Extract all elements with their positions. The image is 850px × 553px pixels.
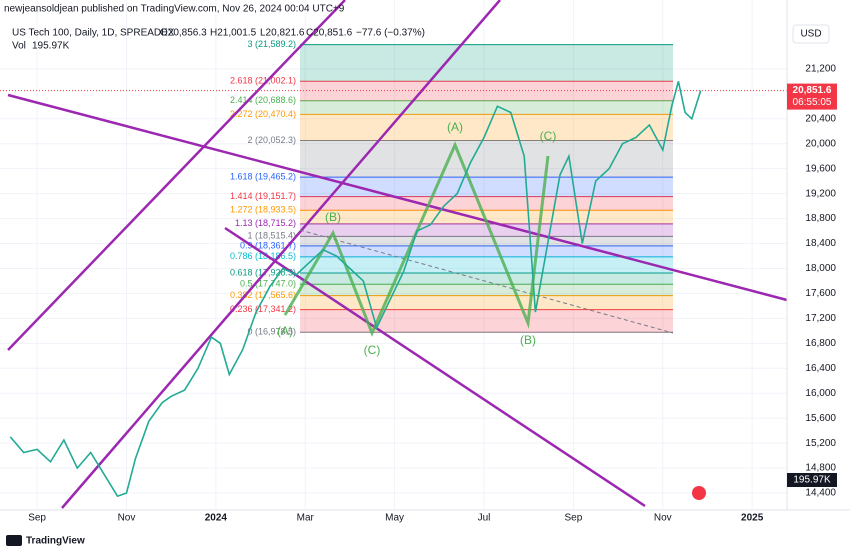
volume-value: 195.97K: [32, 41, 70, 52]
y-tick-label: 16,400: [805, 363, 836, 374]
fib-label: 1.414 (19,151.7): [230, 191, 296, 201]
ohlc: O20,856.3: [160, 28, 207, 39]
brand: TradingView: [26, 536, 85, 547]
y-tick-label: 20,400: [805, 113, 836, 124]
currency[interactable]: USD: [800, 29, 821, 40]
fib-label: 0.9 (18,361.7): [240, 240, 296, 250]
countdown: 06:55:05: [793, 97, 832, 108]
volume-tag: [787, 473, 837, 487]
grid: [0, 0, 787, 510]
publisher: newjeansoldjean published on TradingView…: [4, 4, 345, 15]
x-tick-label: Nov: [118, 513, 136, 524]
x-tick-label: 2024: [205, 513, 228, 524]
y-tick-label: 14,800: [805, 463, 836, 474]
fib-label: 1.13 (18,715.2): [235, 218, 296, 228]
y-tick-label: 18,000: [805, 263, 836, 274]
trend-line: [61, 0, 501, 509]
last-price-label: 20,851.6: [793, 85, 832, 96]
y-tick-label: 21,200: [805, 64, 836, 75]
fib-band: [300, 256, 673, 273]
fib-label: 0.786 (18,186.5): [230, 251, 296, 261]
fib-band: [300, 177, 673, 197]
fib-band: [300, 245, 673, 257]
fib-band: [300, 44, 673, 82]
y-tick-label: 16,000: [805, 388, 836, 399]
y-tick-label: 15,200: [805, 438, 836, 449]
change: −77.6 (−0.37%): [356, 28, 425, 39]
price-axis: [787, 0, 850, 510]
fib-label: 1 (18,515.4): [247, 231, 296, 241]
trend-line: [7, 0, 346, 351]
x-tick-label: May: [385, 513, 404, 524]
y-tick-label: 17,600: [805, 288, 836, 299]
y-tick-label: 14,400: [805, 488, 836, 499]
fib-label: 2 (20,052.3): [247, 135, 296, 145]
ohlc: L20,821.6: [260, 28, 305, 39]
wave-label: (C): [364, 343, 381, 357]
x-tick-label: Nov: [654, 513, 672, 524]
y-tick-label: 20,000: [805, 138, 836, 149]
fib-label: 0 (16,978.5): [247, 327, 296, 337]
fib-band: [300, 284, 673, 296]
y-tick-label: 16,800: [805, 338, 836, 349]
fib-label: 0.5 (17,747.0): [240, 279, 296, 289]
wave-label: (A): [447, 120, 463, 134]
x-tick-label: Mar: [297, 513, 315, 524]
trend-line: [7, 93, 788, 302]
fib-band: [300, 236, 673, 246]
fib-band: [300, 309, 673, 333]
fib-band: [300, 196, 673, 211]
fib-label: 0.236 (17,341.2): [230, 304, 296, 314]
fib-band: [300, 100, 673, 115]
logo: [6, 535, 22, 546]
wave-label: (B): [520, 333, 536, 347]
wave-label: (B): [325, 210, 341, 224]
y-tick-label: 19,600: [805, 163, 836, 174]
x-tick-label: Sep: [564, 513, 582, 524]
last-price-tag: [787, 83, 837, 110]
y-tick-label: 18,800: [805, 213, 836, 224]
ohlc: H21,001.5: [210, 28, 257, 39]
fib-label: 3 (21,589.2): [247, 39, 296, 49]
plot: (A) (B) (C) (A) (C) (B): [0, 0, 788, 509]
fib-band: [300, 114, 673, 141]
fib-label: 0.618 (17,928.3): [230, 267, 296, 277]
ohlc: C20,851.6: [306, 28, 353, 39]
fib-band: [300, 272, 673, 285]
fib-band: [300, 295, 673, 310]
fib-label: 2.618 (21,002.1): [230, 76, 296, 86]
dashed-line: [299, 229, 674, 334]
flag-icon[interactable]: [692, 486, 706, 500]
y-tick-label: 18,400: [805, 238, 836, 249]
elliott-wave: [283, 141, 550, 337]
footer: [0, 530, 850, 553]
fib-label: 2.272 (20,470.4): [230, 109, 296, 119]
fib-label: 2.414 (20,688.6): [230, 95, 296, 105]
fib-band: [300, 210, 673, 224]
currency-box[interactable]: [792, 24, 830, 44]
volume-title: Vol: [12, 41, 26, 52]
wave-label: (C): [540, 129, 557, 143]
price-line: [9, 81, 702, 498]
y-tick-label: 17,200: [805, 313, 836, 324]
y-tick-label: 19,200: [805, 188, 836, 199]
volume-tag-label: 195.97K: [793, 475, 831, 486]
x-tick-label: Sep: [28, 513, 46, 524]
x-tick-label: Jul: [478, 513, 491, 524]
wave-label: (A): [277, 324, 293, 338]
fib-label: 1.272 (18,933.5): [230, 205, 296, 215]
fib-label: 0.382 (17,565.6): [230, 290, 296, 300]
fib-band: [300, 140, 673, 178]
y-tick-label: 15,600: [805, 413, 836, 424]
x-tick-label: 2025: [741, 513, 764, 524]
fib-label: 1.618 (19,465.2): [230, 171, 296, 181]
symbol-title: US Tech 100, Daily, 1D, SPREADEX: [12, 28, 175, 39]
